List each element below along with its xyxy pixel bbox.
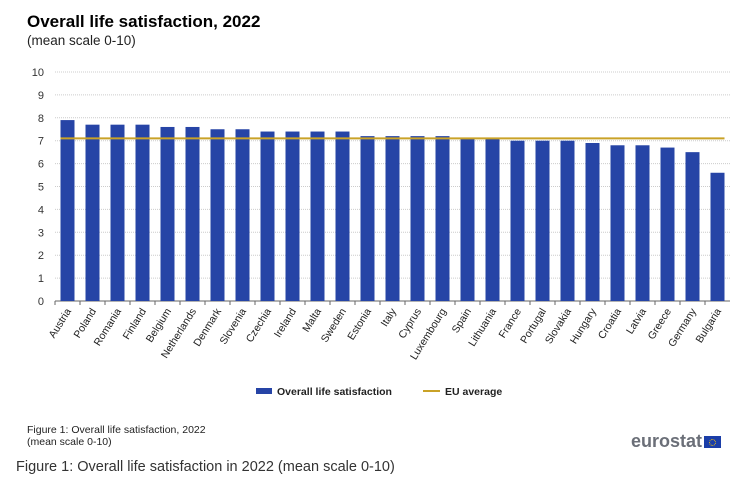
bar bbox=[485, 138, 500, 301]
bar bbox=[110, 124, 125, 301]
x-tick-label: Ireland bbox=[272, 306, 299, 340]
footnote-line: Figure 1: Overall life satisfaction, 202… bbox=[27, 424, 206, 436]
bar bbox=[60, 120, 75, 301]
bar bbox=[635, 145, 650, 301]
x-tick-label: Latvia bbox=[624, 306, 649, 336]
x-tick-label: Austria bbox=[47, 306, 75, 340]
y-tick-label: 6 bbox=[38, 159, 44, 171]
chart-subtitle: (mean scale 0-10) bbox=[27, 33, 136, 48]
legend-label: EU average bbox=[445, 386, 502, 398]
x-tick-label: Spain bbox=[450, 306, 474, 335]
y-tick-label: 10 bbox=[32, 67, 44, 79]
y-tick-label: 0 bbox=[38, 296, 44, 308]
figure-caption: Figure 1: Overall life satisfaction in 2… bbox=[16, 459, 395, 475]
x-tick-label: Estonia bbox=[345, 306, 374, 342]
bar bbox=[310, 131, 325, 301]
x-tick-label: Czechia bbox=[244, 306, 274, 345]
y-tick-label: 1 bbox=[38, 273, 44, 285]
bar bbox=[410, 136, 425, 301]
bar bbox=[460, 138, 475, 301]
bar bbox=[360, 136, 375, 301]
bar bbox=[260, 131, 275, 301]
y-tick-label: 3 bbox=[38, 227, 44, 239]
bar bbox=[235, 129, 250, 301]
figure-footnote: Figure 1: Overall life satisfaction, 202… bbox=[27, 424, 206, 448]
bar bbox=[685, 152, 700, 301]
legend-label: Overall life satisfaction bbox=[277, 386, 392, 398]
chart-title: Overall life satisfaction, 2022 bbox=[27, 12, 261, 31]
x-tick-label: Malta bbox=[300, 306, 324, 334]
y-tick-label: 4 bbox=[38, 204, 44, 216]
bar bbox=[210, 129, 225, 301]
y-tick-label: 5 bbox=[38, 182, 44, 194]
bar bbox=[285, 131, 300, 301]
bar bbox=[185, 126, 200, 302]
bar bbox=[585, 142, 600, 301]
bar bbox=[160, 126, 175, 302]
bar bbox=[135, 124, 150, 301]
bar bbox=[660, 147, 675, 301]
bar bbox=[510, 140, 525, 301]
y-tick-label: 2 bbox=[38, 250, 44, 262]
footnote-line: (mean scale 0-10) bbox=[27, 436, 112, 448]
y-tick-label: 7 bbox=[38, 136, 44, 148]
bar bbox=[335, 131, 350, 301]
y-tick-label: 9 bbox=[38, 90, 44, 102]
x-tick-label: Sweden bbox=[319, 306, 349, 345]
bar bbox=[610, 145, 625, 301]
x-tick-label: Croatia bbox=[596, 306, 624, 341]
chart: 012345678910AustriaPolandRomaniaFinlandB… bbox=[32, 67, 730, 398]
legend-bar-swatch bbox=[256, 388, 272, 394]
x-tick-label: Italy bbox=[379, 306, 400, 329]
bar bbox=[710, 172, 725, 301]
bar bbox=[85, 124, 100, 301]
bar bbox=[435, 136, 450, 301]
y-tick-label: 8 bbox=[38, 113, 44, 125]
bar bbox=[560, 140, 575, 301]
logo-text: eurostat bbox=[631, 431, 703, 451]
bar bbox=[535, 140, 550, 301]
eu-flag-icon bbox=[704, 435, 722, 448]
eurostat-logo: eurostat bbox=[631, 431, 722, 452]
bar bbox=[385, 136, 400, 301]
